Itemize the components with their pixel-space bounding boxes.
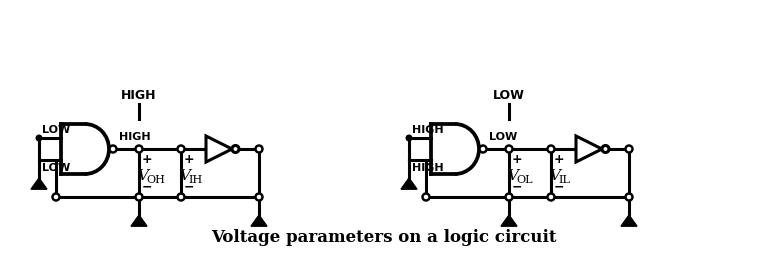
Polygon shape: [576, 136, 602, 162]
Text: HIGH: HIGH: [412, 163, 444, 173]
Circle shape: [177, 146, 184, 153]
Circle shape: [256, 193, 263, 200]
Text: +: +: [554, 153, 564, 166]
Text: +: +: [142, 153, 153, 166]
Polygon shape: [131, 215, 147, 226]
Circle shape: [548, 193, 554, 200]
Circle shape: [625, 193, 633, 200]
Polygon shape: [621, 215, 637, 226]
Text: V: V: [137, 169, 148, 183]
Circle shape: [110, 146, 117, 153]
Text: LOW: LOW: [489, 132, 518, 142]
Polygon shape: [251, 215, 267, 226]
Bar: [62, 125, 84, 173]
Circle shape: [548, 146, 554, 153]
Text: −: −: [512, 181, 522, 193]
Circle shape: [52, 193, 59, 200]
Circle shape: [479, 146, 486, 153]
Text: +: +: [512, 153, 523, 166]
Text: −: −: [184, 181, 194, 193]
Circle shape: [135, 193, 143, 200]
Text: LOW: LOW: [42, 125, 70, 135]
Polygon shape: [206, 136, 232, 162]
Text: OL: OL: [516, 175, 532, 185]
Circle shape: [256, 146, 263, 153]
Circle shape: [406, 134, 412, 141]
Text: −: −: [554, 181, 564, 193]
Polygon shape: [31, 178, 47, 189]
Circle shape: [177, 193, 184, 200]
Text: LOW: LOW: [42, 163, 70, 173]
Circle shape: [135, 146, 143, 153]
Text: IL: IL: [558, 175, 570, 185]
Circle shape: [232, 146, 239, 153]
Circle shape: [35, 134, 42, 141]
Text: −: −: [142, 181, 153, 193]
Text: Voltage parameters on a logic circuit: Voltage parameters on a logic circuit: [211, 228, 557, 246]
Text: V: V: [549, 169, 560, 183]
Text: HIGH: HIGH: [119, 132, 151, 142]
Text: HIGH: HIGH: [412, 125, 444, 135]
Circle shape: [505, 146, 512, 153]
Polygon shape: [501, 215, 517, 226]
Polygon shape: [401, 178, 417, 189]
Circle shape: [602, 146, 609, 153]
Text: +: +: [184, 153, 194, 166]
Bar: [432, 125, 454, 173]
Circle shape: [625, 146, 633, 153]
Circle shape: [422, 193, 429, 200]
Text: OH: OH: [146, 175, 165, 185]
Text: LOW: LOW: [493, 89, 525, 102]
Circle shape: [505, 193, 512, 200]
Text: V: V: [179, 169, 190, 183]
Text: HIGH: HIGH: [121, 89, 157, 102]
Text: V: V: [507, 169, 518, 183]
Text: IH: IH: [188, 175, 202, 185]
